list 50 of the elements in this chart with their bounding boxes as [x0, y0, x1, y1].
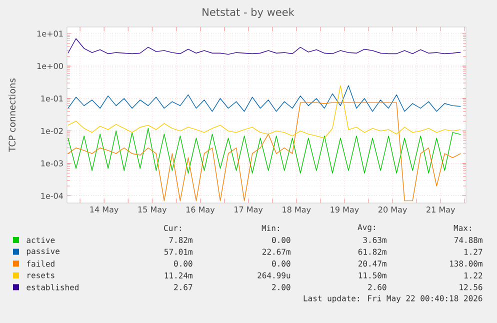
legend-label: resets [28, 272, 54, 278]
y-axis-title: TCP connections [8, 78, 16, 152]
text: Min: [262, 224, 279, 232]
text: 12.56 [460, 284, 482, 290]
text: 57.01m [164, 248, 192, 255]
line-series [68, 85, 462, 138]
text: Last update: Fri May 22 00:40:18 2026 [304, 295, 482, 303]
text: 1.22 [464, 272, 482, 278]
legend-label: active [26, 236, 55, 244]
text: 7.82m [169, 236, 192, 244]
text: 11.50m [358, 272, 386, 278]
x-tick-label: 14 May [90, 206, 118, 214]
x-tick-label: 15 May [138, 206, 167, 214]
text: Avg: [358, 224, 375, 232]
x-tick-label: 16 May [186, 206, 215, 214]
y-tick-label: 1e-01 [41, 95, 63, 102]
chart-title: Netstat - by week [202, 8, 294, 18]
text: 2.00 [272, 284, 290, 290]
text: Max: [454, 225, 471, 231]
y-tick-label: 1e-02 [41, 128, 63, 134]
x-tick-label: 21 May [426, 206, 456, 214]
x-tick-label: 20 May [378, 206, 407, 214]
legend-label: passive [26, 248, 60, 256]
text: 22.67m [262, 248, 290, 255]
text: 0.00 [272, 260, 290, 267]
text: Cur: [164, 224, 181, 232]
y-tick-label: 1e-03 [41, 160, 63, 166]
line-series [68, 85, 462, 112]
text: 2.67 [174, 284, 192, 290]
text: 1.27 [464, 248, 482, 255]
text: 2.60 [368, 284, 386, 290]
line-series [68, 128, 462, 174]
legend-label: established [26, 284, 78, 290]
y-tick-label: 1e+01 [37, 30, 63, 37]
y-tick-label: 1e+00 [37, 63, 63, 70]
y-tick-label: 1e-04 [41, 192, 64, 199]
text: 61.82m [358, 248, 386, 255]
text: 138.00m [450, 260, 482, 267]
text: 11.24m [164, 272, 192, 278]
text: 74.88m [454, 236, 482, 244]
x-tick-label: 19 May [330, 206, 359, 214]
text: 3.63m [363, 236, 386, 244]
x-tick-label: 17 May [234, 206, 263, 214]
line-series [68, 38, 462, 55]
x-tick-label: 18 May [282, 206, 311, 214]
text: 0.00 [174, 260, 192, 267]
text: 264.99u [258, 272, 290, 278]
text: 0.00 [272, 236, 290, 244]
legend-label: failed [26, 260, 54, 267]
text: 20.47m [358, 260, 386, 267]
